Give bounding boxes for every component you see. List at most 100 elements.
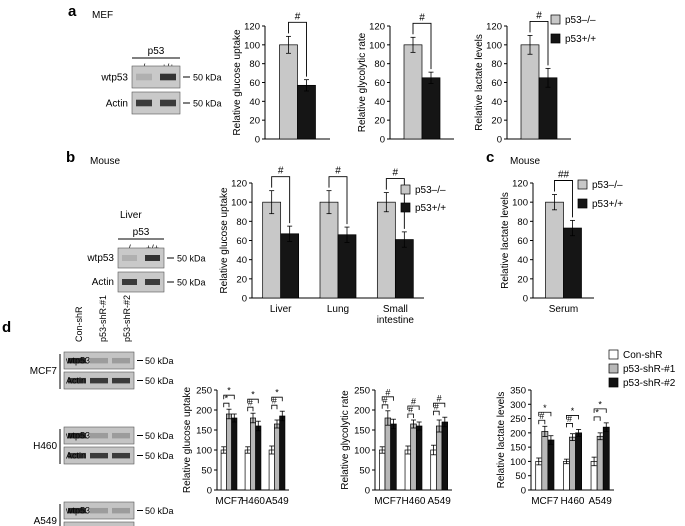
- blot-band: [160, 73, 176, 81]
- y-tick-label: 20: [517, 274, 528, 285]
- significance-bracket: [412, 22, 432, 70]
- y-tick-label: 0: [242, 294, 247, 305]
- y-axis-label: Relative lactate levels: [496, 392, 507, 489]
- significance-bracket: [328, 176, 348, 225]
- blot-band: [68, 357, 86, 364]
- legend-swatch: [608, 349, 619, 360]
- legend-swatch: [577, 179, 588, 190]
- x-tick-label: Lung: [327, 304, 349, 315]
- bar: [596, 435, 604, 491]
- y-axis-label: Relative glucose uptake: [219, 187, 230, 294]
- blot-band: [145, 279, 160, 285]
- blot-marker-label: 50 kDa: [177, 254, 206, 264]
- legend-label: p53–/–: [415, 185, 446, 196]
- blot-row-label: wtp53: [100, 72, 128, 83]
- y-tick-label: 0: [207, 486, 212, 497]
- legend-swatch: [550, 14, 561, 25]
- significance-bracket: [271, 396, 283, 402]
- blot-row-label: Actin: [106, 98, 128, 109]
- y-tick-label: 120: [244, 22, 260, 33]
- y-tick-label: 60: [374, 78, 385, 89]
- blot-band: [90, 507, 108, 514]
- y-tick-label: 20: [236, 274, 247, 285]
- significance-bracket: [223, 402, 230, 408]
- significance-bracket: [433, 402, 446, 408]
- significance-mark: ##: [558, 170, 570, 181]
- bar: [541, 431, 549, 491]
- panel-subtitle-b: Mouse: [90, 156, 120, 167]
- y-tick-label: 200: [510, 428, 526, 439]
- x-tick-label: MCF7: [531, 496, 559, 507]
- y-tick-label: 40: [517, 255, 528, 266]
- y-axis-label: Relative glucose uptake: [232, 29, 243, 136]
- y-tick-label: 200: [196, 406, 212, 417]
- bar: [244, 449, 251, 491]
- bar: [226, 413, 232, 491]
- y-tick-label: 40: [249, 97, 260, 108]
- y-tick-label: 100: [510, 457, 526, 468]
- blot-strip-actin: [117, 271, 165, 293]
- y-tick-label: 100: [512, 198, 528, 209]
- legend-label: p53+/+: [592, 199, 623, 210]
- significance-bracket: [538, 411, 552, 417]
- significance-bracket: [288, 21, 307, 77]
- bar: [297, 84, 316, 140]
- blot-strip: [63, 351, 135, 370]
- panel-subtitle-a: MEF: [92, 10, 113, 21]
- y-tick-label: 0: [255, 135, 260, 146]
- y-tick-label: 80: [374, 59, 385, 70]
- blot-cell-label: H460: [33, 441, 57, 452]
- bar: [268, 449, 275, 491]
- significance-mark: #: [335, 166, 341, 177]
- y-tick-label: 100: [354, 446, 370, 457]
- blot-cell-label: MCF7: [30, 366, 58, 377]
- y-axis-label: Relative glycolytic rate: [357, 32, 368, 132]
- significance-mark: *: [225, 394, 229, 404]
- y-tick-label: 250: [196, 386, 212, 397]
- blot-strip: [63, 501, 135, 520]
- y-tick-label: 60: [491, 78, 502, 89]
- significance-mark: #: [536, 10, 542, 21]
- y-tick-label: 100: [196, 446, 212, 457]
- legend-swatch: [550, 33, 561, 44]
- legend-label: p53+/+: [565, 34, 596, 45]
- blot-group-label: p53: [148, 46, 165, 57]
- x-tick-label: Small intestine: [377, 304, 415, 326]
- y-tick-label: 80: [517, 217, 528, 228]
- bar: [563, 227, 582, 299]
- significance-bracket: [593, 416, 601, 421]
- x-tick-label: H460: [402, 496, 426, 507]
- blot-row-label: Actin: [66, 376, 86, 386]
- significance-bracket: [554, 180, 573, 218]
- blot-band: [90, 452, 108, 459]
- significance-mark: *: [251, 390, 255, 400]
- blot-row-label: wtp53: [65, 431, 90, 441]
- y-axis-label: Relative lactate levels: [500, 192, 511, 289]
- bar: [520, 44, 540, 140]
- legend-c: p53–/– p53+/+: [577, 179, 623, 210]
- significance-mark: *: [227, 386, 231, 396]
- bar: [274, 423, 280, 491]
- y-tick-label: 100: [486, 40, 502, 51]
- panel-letter-a: a: [68, 3, 77, 20]
- blot-band: [112, 377, 130, 384]
- y-tick-label: 60: [517, 236, 528, 247]
- blot-strip-wtp53: [117, 247, 165, 269]
- legend-swatch: [577, 198, 588, 209]
- y-tick-label: 50: [201, 466, 212, 477]
- bar: [430, 449, 437, 491]
- significance-bracket: [247, 398, 259, 404]
- y-axis-label: Relative glycolytic rate: [340, 390, 351, 490]
- significance-mark: #: [539, 411, 544, 421]
- x-tick-label: H460: [561, 496, 585, 507]
- bar: [379, 449, 386, 491]
- blot-strip: [63, 521, 135, 526]
- y-tick-label: 80: [249, 59, 260, 70]
